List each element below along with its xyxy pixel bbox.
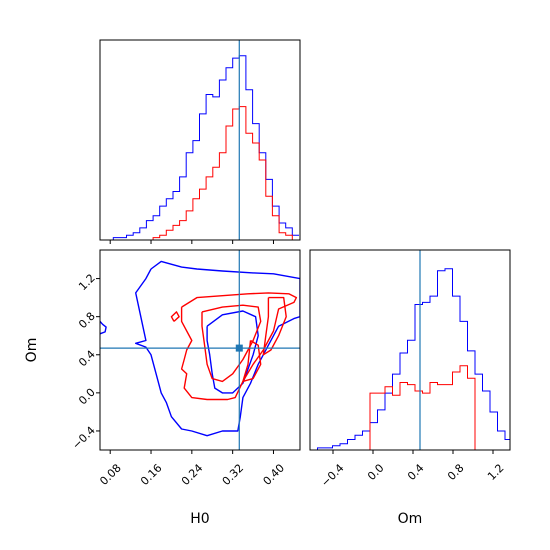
contour-panel-frame xyxy=(99,249,301,451)
contour-blue-2 xyxy=(100,320,107,335)
contour-ytick-label: 0.8 xyxy=(76,310,98,332)
contour-xtick-label: 0.24 xyxy=(179,461,206,488)
contour-ytick-label: 0.4 xyxy=(76,348,98,370)
om-panel-frame xyxy=(309,249,511,451)
contour-xtick-label: 0.08 xyxy=(97,461,124,488)
om-histogram-panel: −0.4 0.0 0.4 0.8 1.2 xyxy=(309,249,511,489)
contour-ytick-label: 1.2 xyxy=(76,272,98,294)
contour-xtick-label: 0.40 xyxy=(261,461,288,488)
om-hist-series-blue xyxy=(310,268,510,450)
x-axis-label-om: Om xyxy=(398,511,423,527)
om-xtick-label: 0.0 xyxy=(365,461,387,483)
h0-hist-series-blue xyxy=(100,55,299,240)
om-xtick-label: 0.4 xyxy=(405,461,427,483)
contour-red-7 xyxy=(170,311,180,322)
om-xtick-label: 1.2 xyxy=(485,461,507,483)
contour-blue-0 xyxy=(135,260,300,437)
x-axis-label-h0: H0 xyxy=(190,511,209,527)
contour-red-4 xyxy=(201,304,262,383)
contour-red-5 xyxy=(262,296,287,356)
h0-hist-series-red xyxy=(100,106,299,240)
contour-ytick-label: −0.4 xyxy=(70,424,98,452)
contour-ytick-label: 0.0 xyxy=(76,386,98,408)
h0-panel-frame xyxy=(99,39,301,241)
contour-xtick-label: 0.16 xyxy=(138,461,165,488)
h0-om-contour-panel: 0.08 0.16 0.24 0.32 0.40 −0.4 0.0 0.4 0.8 1.2 xyxy=(70,249,301,488)
contour-xtick-label: 0.32 xyxy=(220,461,247,488)
y-axis-label-om: Om xyxy=(24,338,40,363)
om-xtick-label: 0.8 xyxy=(445,461,467,483)
h0-histogram-panel xyxy=(99,39,301,244)
om-hist-series-red xyxy=(310,365,510,450)
om-xtick-label: −0.4 xyxy=(319,461,347,489)
contour-blue-1 xyxy=(206,310,259,394)
contour-red-6 xyxy=(242,339,262,383)
contour-truth-marker xyxy=(235,344,243,352)
